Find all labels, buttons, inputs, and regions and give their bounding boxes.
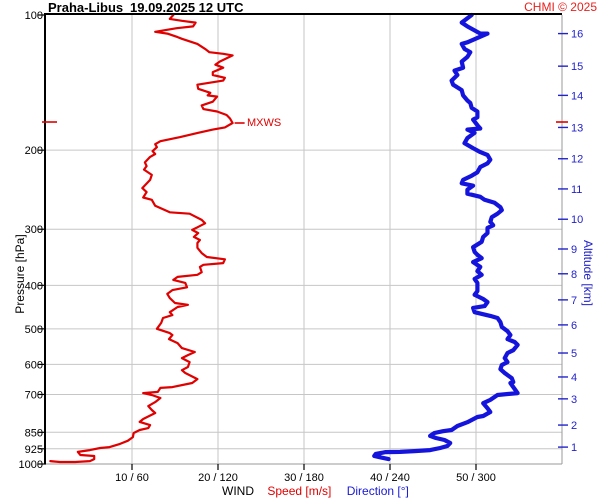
station-name: Praha-Libus — [48, 0, 124, 15]
wind-speed-curve — [49, 13, 234, 464]
altitude-tick-label: 14 — [571, 90, 583, 102]
legend-wind: WIND — [222, 484, 254, 498]
x-axis-tick-label: 30 / 180 — [284, 472, 324, 484]
x-axis-tick-label: 10 / 60 — [115, 472, 149, 484]
x-axis-tick-label: 50 / 300 — [456, 472, 496, 484]
pressure-tick-label: 1000 — [19, 459, 43, 471]
mxws-label: MXWS — [247, 117, 282, 129]
title-row: Praha-Libus 19.09.2025 12 UTC CHMI © 202… — [0, 0, 600, 15]
altitude-tick-label: 8 — [571, 269, 577, 281]
x-axis-tick-label: 20 / 120 — [198, 472, 238, 484]
pressure-tick-label: 700 — [25, 389, 43, 401]
copyright-text: CHMI © 2025 — [524, 0, 597, 14]
pressure-tick-label: 925 — [25, 444, 43, 456]
altitude-tick-label: 16 — [571, 29, 583, 41]
pressure-tick-label: 100 — [25, 10, 43, 22]
altitude-tick-label: 12 — [571, 154, 583, 166]
altitude-tick-label: 15 — [571, 61, 583, 73]
pressure-tick-label: 400 — [25, 280, 43, 292]
altitude-tick-label: 9 — [571, 244, 577, 256]
wind-direction-curve — [372, 12, 520, 462]
pressure-tick-label: 200 — [25, 145, 43, 157]
sounding-datetime: 19.09.2025 12 UTC — [130, 0, 244, 15]
altitude-tick-label: 2 — [571, 420, 577, 432]
pressure-tick-label: 300 — [25, 224, 43, 236]
altitude-axis-title: Altitude [km] — [581, 239, 595, 307]
pressure-tick-label: 850 — [25, 427, 43, 439]
legend-speed: Speed [m/s] — [267, 484, 332, 498]
pressure-tick-label: 600 — [25, 359, 43, 371]
altitude-tick-label: 4 — [571, 372, 577, 384]
altitude-tick-label: 10 — [571, 214, 583, 226]
legend-direction: Direction [°] — [346, 484, 409, 498]
pressure-tick-label: 500 — [25, 324, 43, 336]
altitude-tick-label: 6 — [571, 320, 577, 332]
altitude-tick-label: 3 — [571, 394, 577, 406]
altitude-tick-label: 13 — [571, 122, 583, 134]
x-axis-tick-label: 40 / 240 — [370, 472, 410, 484]
x-axis-legend: WIND Speed [m/s] Direction [°] — [222, 484, 409, 498]
pressure-axis-title: Pressure [hPa] — [13, 234, 27, 314]
altitude-tick-label: 11 — [571, 184, 582, 196]
altitude-tick-label: 5 — [571, 348, 577, 360]
altitude-tick-label: 1 — [571, 442, 577, 454]
altitude-tick-label: 7 — [571, 295, 577, 307]
